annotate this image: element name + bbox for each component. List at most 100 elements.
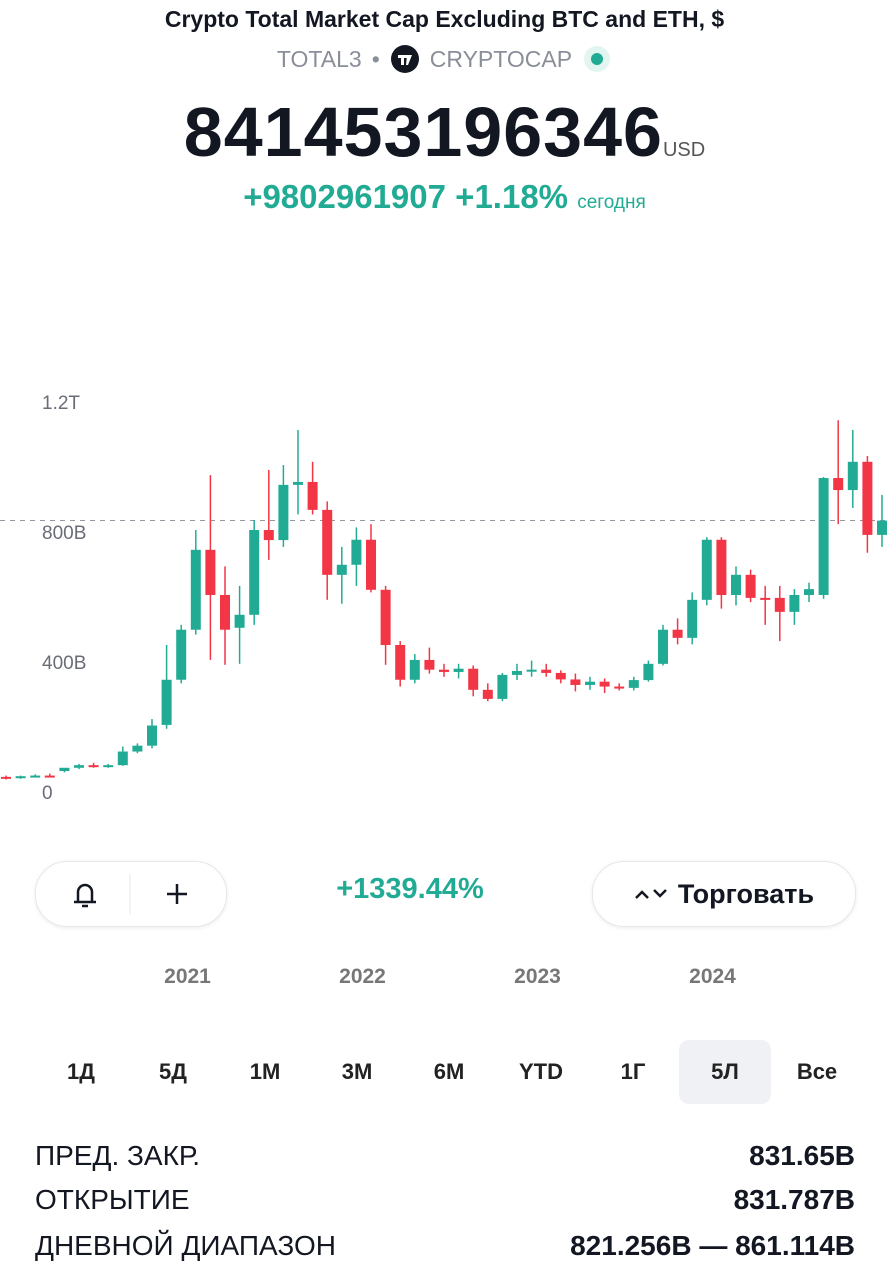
candle-body: [760, 597, 771, 600]
candle-body: [512, 670, 522, 675]
candle-body: [804, 589, 814, 595]
candle-body: [176, 629, 187, 680]
candle-body: [366, 539, 376, 590]
add-button[interactable]: [131, 862, 226, 926]
trade-button[interactable]: Торговать: [592, 861, 856, 927]
candle-body: [59, 767, 70, 772]
candle-body: [789, 594, 800, 612]
candle-body: [555, 672, 566, 680]
candle-body: [88, 765, 99, 768]
candle-body: [877, 520, 887, 535]
candle-body: [672, 629, 683, 638]
trade-icon: [634, 889, 667, 899]
action-pill: [35, 861, 227, 927]
candle-body: [30, 775, 41, 778]
candle-body: [103, 765, 114, 768]
candle-body: [526, 669, 537, 672]
range-button[interactable]: 3М: [341, 1059, 373, 1084]
candle-body: [74, 765, 84, 768]
stat-label: ПРЕД. ЗАКР.: [35, 1140, 201, 1171]
candle-body: [687, 599, 698, 638]
candle-body: [1, 776, 11, 779]
stat-value: 821.256B — 861.114B: [570, 1230, 855, 1261]
candle-body: [439, 669, 449, 672]
y-tick-label: 0: [42, 783, 53, 804]
candle-body: [278, 484, 289, 541]
stat-value: 831.787B: [733, 1184, 855, 1215]
range-button[interactable]: YTD: [519, 1059, 563, 1084]
candle-body: [132, 745, 143, 752]
candle-body: [307, 481, 318, 510]
candle-body: [628, 680, 639, 688]
live-indicator: [584, 46, 611, 72]
candle-body: [409, 659, 420, 680]
stat-row: ДНЕВНОЙ ДИАПАЗОН 821.256B — 861.114B: [35, 1230, 855, 1262]
candle-body: [336, 564, 347, 575]
range-button[interactable]: 1Д: [67, 1059, 95, 1084]
candle-body: [658, 629, 668, 664]
candle-body: [205, 549, 216, 595]
range-button[interactable]: 6М: [433, 1059, 465, 1084]
candle-body: [774, 597, 785, 612]
x-tick-label: 2023: [514, 965, 561, 988]
y-tick-label: 1.2T: [42, 393, 80, 414]
candle-body: [818, 478, 829, 595]
candle-body: [643, 663, 654, 681]
candle-body: [847, 461, 858, 491]
candle-body: [234, 614, 245, 628]
y-tick-label: 800B: [42, 523, 86, 544]
symbol-row: TOTAL3 • CRYPTOCAP: [0, 44, 889, 74]
change-row: +9802961907 +1.18% сегодня: [0, 178, 889, 216]
stat-label: ОТКРЫТИЕ: [35, 1184, 190, 1215]
trade-label: Торговать: [677, 878, 815, 909]
chart: 1.2T 800B 400B 0: [0, 393, 889, 804]
range-button[interactable]: 1М: [249, 1059, 281, 1084]
performance: +1339.44%: [336, 873, 484, 905]
candle-body: [701, 539, 712, 600]
alert-button[interactable]: [36, 862, 131, 926]
range-button[interactable]: Все: [796, 1059, 838, 1084]
stat-label: ДНЕВНОЙ ДИАПАЗОН: [35, 1230, 336, 1261]
candle-body: [190, 549, 201, 630]
candle-body: [147, 725, 157, 746]
period: сегодня: [577, 192, 646, 213]
range-button[interactable]: 1Г: [620, 1059, 646, 1084]
candle-body: [453, 668, 464, 672]
candle-body: [599, 681, 610, 687]
candle-body: [862, 461, 873, 535]
stat-row: ОТКРЫТИЕ 831.787B: [35, 1184, 855, 1216]
candle-body: [117, 751, 128, 766]
dot: •: [371, 45, 380, 72]
candle-body: [293, 481, 303, 485]
candle-body: [541, 669, 552, 673]
candle-body: [497, 674, 508, 699]
source-logo: [390, 45, 419, 73]
x-tick-label: 2021: [164, 965, 211, 988]
candle-body: [468, 668, 479, 690]
candle-body: [833, 478, 844, 491]
candle-body: [482, 689, 493, 699]
candle-body: [745, 574, 756, 598]
price: 841453196346: [183, 93, 663, 171]
candle-body: [220, 594, 230, 630]
candle-body: [395, 644, 406, 680]
range-button[interactable]: 5Л: [679, 1040, 771, 1104]
candle-body: [15, 776, 26, 779]
candle-body: [263, 530, 274, 541]
candle-body: [322, 509, 333, 575]
range-button[interactable]: 5Д: [159, 1059, 187, 1084]
candle-body: [585, 681, 595, 685]
candle-body: [716, 539, 727, 595]
candle-body: [161, 679, 172, 725]
candle-body: [731, 574, 741, 595]
title: Crypto Total Market Cap Excluding BTC an…: [164, 6, 725, 32]
change-pct: +1.18%: [455, 178, 569, 215]
candle-body: [351, 539, 362, 565]
x-tick-label: 2022: [339, 965, 386, 988]
currency: USD: [662, 139, 706, 161]
candle-body: [614, 686, 625, 689]
candle-body: [249, 530, 260, 615]
source: CRYPTOCAP: [429, 45, 573, 72]
candle-body: [570, 679, 581, 685]
symbol: TOTAL3: [276, 45, 362, 72]
